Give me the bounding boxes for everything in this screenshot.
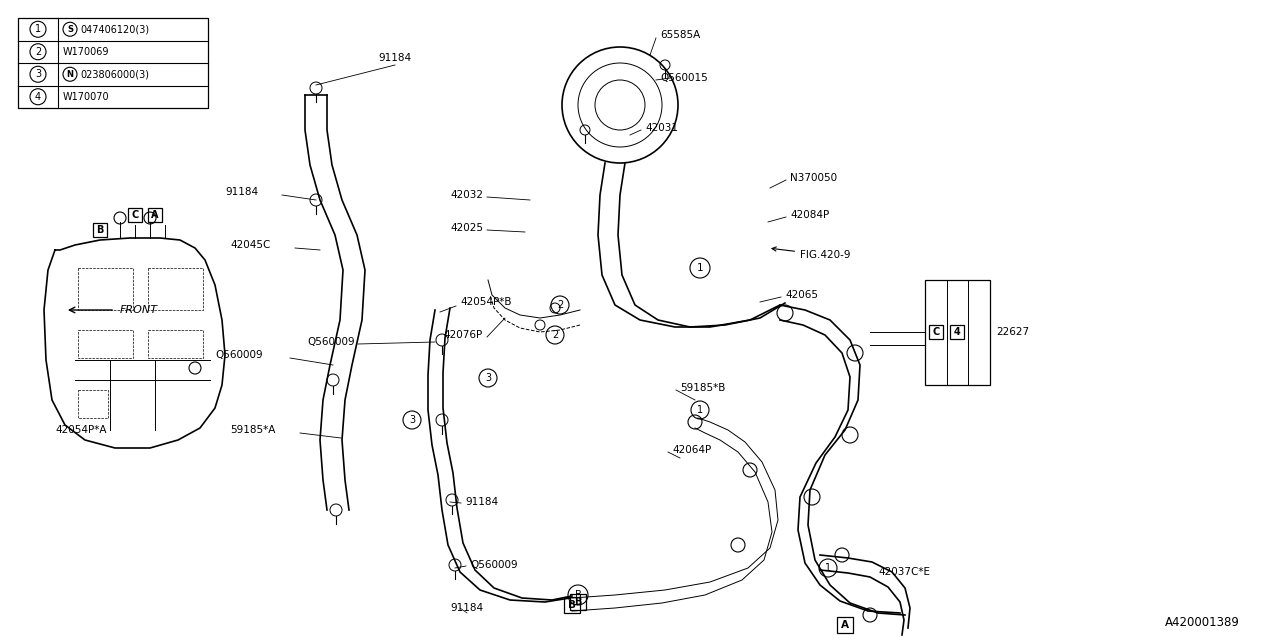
Text: 4: 4 bbox=[954, 327, 960, 337]
Bar bbox=[93, 223, 108, 237]
Text: 42037C*E: 42037C*E bbox=[878, 567, 931, 577]
Bar bbox=[148, 330, 204, 358]
Bar bbox=[570, 594, 586, 610]
Text: 1: 1 bbox=[35, 24, 41, 35]
Bar bbox=[148, 208, 163, 222]
Text: 65585A: 65585A bbox=[660, 30, 700, 40]
Text: 1: 1 bbox=[696, 405, 703, 415]
Text: Q560009: Q560009 bbox=[307, 337, 355, 347]
Text: 3: 3 bbox=[485, 373, 492, 383]
Text: A: A bbox=[841, 620, 849, 630]
Bar bbox=[78, 390, 108, 418]
Text: 2: 2 bbox=[35, 47, 41, 57]
Bar bbox=[929, 325, 943, 339]
Text: Q560009: Q560009 bbox=[470, 560, 517, 570]
Text: 59185*A: 59185*A bbox=[230, 425, 275, 435]
Text: 59185*B: 59185*B bbox=[680, 383, 726, 393]
Text: 91184: 91184 bbox=[379, 53, 412, 63]
Text: Q560015: Q560015 bbox=[660, 73, 708, 83]
Text: B: B bbox=[568, 600, 576, 610]
Text: A: A bbox=[151, 210, 159, 220]
Text: W170069: W170069 bbox=[63, 47, 110, 57]
Text: 42076P: 42076P bbox=[444, 330, 483, 340]
Text: 91184: 91184 bbox=[465, 497, 498, 507]
Text: B: B bbox=[575, 597, 581, 607]
Bar bbox=[925, 280, 989, 385]
Text: 91184: 91184 bbox=[225, 187, 259, 197]
Text: 42084P: 42084P bbox=[790, 210, 829, 220]
Text: 3: 3 bbox=[408, 415, 415, 425]
Text: S: S bbox=[67, 25, 73, 34]
Bar bbox=[18, 18, 207, 108]
Text: FRONT: FRONT bbox=[120, 305, 157, 315]
Text: 2: 2 bbox=[552, 330, 558, 340]
Text: 1: 1 bbox=[824, 563, 831, 573]
Text: N: N bbox=[67, 70, 73, 79]
Text: 42045C: 42045C bbox=[230, 240, 270, 250]
Text: 2: 2 bbox=[557, 300, 563, 310]
Text: 42025: 42025 bbox=[451, 223, 483, 233]
Bar bbox=[950, 325, 964, 339]
Text: W170070: W170070 bbox=[63, 92, 110, 102]
Text: 047406120(3): 047406120(3) bbox=[79, 24, 150, 35]
Bar bbox=[128, 208, 142, 222]
Text: C: C bbox=[132, 210, 138, 220]
Text: 42054P*B: 42054P*B bbox=[460, 297, 512, 307]
Bar bbox=[78, 330, 133, 358]
Text: 22627: 22627 bbox=[996, 327, 1029, 337]
Text: 1: 1 bbox=[696, 263, 703, 273]
Text: C: C bbox=[932, 327, 940, 337]
Text: 42065: 42065 bbox=[785, 290, 818, 300]
Bar bbox=[564, 597, 580, 613]
Text: B: B bbox=[575, 590, 581, 600]
Bar bbox=[78, 268, 133, 310]
Text: 42031: 42031 bbox=[645, 123, 678, 133]
Text: B: B bbox=[96, 225, 104, 235]
Text: 42054P*A: 42054P*A bbox=[55, 425, 106, 435]
Text: 023806000(3): 023806000(3) bbox=[79, 69, 148, 79]
Bar bbox=[837, 617, 852, 633]
Text: 42064P: 42064P bbox=[672, 445, 712, 455]
Text: 3: 3 bbox=[35, 69, 41, 79]
Text: 91184: 91184 bbox=[451, 603, 484, 613]
Text: FIG.420-9: FIG.420-9 bbox=[772, 247, 850, 260]
Text: 42032: 42032 bbox=[451, 190, 483, 200]
Text: A420001389: A420001389 bbox=[1165, 616, 1240, 628]
Text: 4: 4 bbox=[35, 92, 41, 102]
Text: N370050: N370050 bbox=[790, 173, 837, 183]
Bar bbox=[148, 268, 204, 310]
Text: Q560009: Q560009 bbox=[215, 350, 262, 360]
